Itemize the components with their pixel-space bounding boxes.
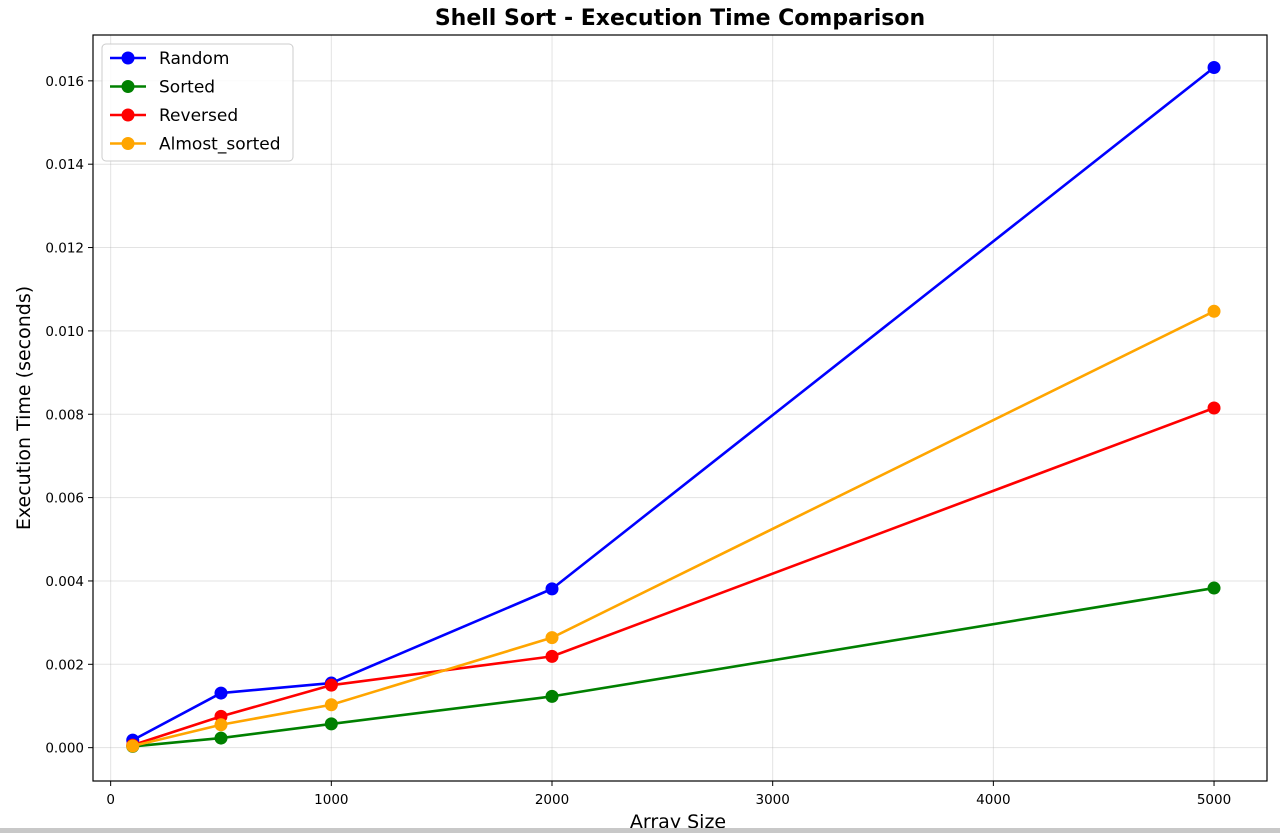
series-line-random [132,66,1215,742]
x-tick-label: 0 [106,792,115,808]
data-point-reversed [1207,401,1221,415]
y-tick-label: 0.016 [45,74,84,90]
legend-label: Almost_sorted [159,135,281,155]
legend-marker [121,137,135,150]
y-tick-label: 0.010 [45,324,84,340]
legend-item-sorted: Sorted [110,78,215,98]
data-point-random [545,582,559,596]
legend-item-random: Random [110,49,229,69]
x-axis-ticks: 0 1000 2000 3000 4000 5000 [106,781,1231,808]
data-point-almost-sorted [1207,304,1221,318]
series-line-almost-sorted [132,310,1215,748]
legend-marker [121,80,135,93]
data-point-almost-sorted [126,739,140,753]
data-point-reversed [545,649,559,663]
x-tick-label: 4000 [976,792,1010,808]
x-tick-label: 5000 [1197,792,1231,808]
plot-area-frame [92,34,1268,782]
data-point-sorted [324,717,338,731]
y-tick-label: 0.002 [45,657,84,673]
series-sorted [126,581,1221,753]
legend-marker [121,51,135,65]
legend-marker [121,108,135,122]
legend: Random Sorted Reversed Almost_sorted [101,43,294,162]
legend-label: Sorted [159,78,215,98]
data-point-random [1207,61,1221,75]
data-point-almost-sorted [214,718,228,732]
legend-item-reversed: Reversed [110,106,238,126]
y-tick-label: 0.012 [45,241,84,257]
x-tick-label: 2000 [535,792,569,808]
chart-title: Shell Sort - Execution Time Comparison [435,6,925,31]
legend-label: Random [159,49,229,69]
y-tick-label: 0.008 [45,407,84,423]
legend-label: Reversed [159,106,238,126]
y-tick-label: 0.004 [45,574,84,590]
series-layer [126,61,1221,753]
data-point-almost-sorted [324,698,338,712]
x-tick-label: 1000 [314,792,348,808]
data-point-almost-sorted [545,631,559,645]
data-point-random [214,686,228,700]
data-point-reversed [324,678,338,692]
y-axis-ticks: 0.000 0.002 0.004 0.006 0.008 0.010 0.012 0.014… [45,74,93,757]
y-tick-label: 0.006 [45,491,84,507]
bottom-border [0,828,1280,833]
data-point-sorted [1207,581,1221,595]
legend-item-almost-sorted: Almost_sorted [110,135,281,155]
x-tick-label: 3000 [756,792,790,808]
y-tick-label: 0.014 [45,157,84,173]
y-tick-label: 0.000 [45,741,84,757]
data-point-sorted [545,689,559,703]
series-almost-sorted [126,304,1221,753]
data-point-sorted [214,731,228,745]
x-axis-label: Array Size [630,811,726,833]
legend-box [101,43,294,162]
y-axis-label: Execution Time (seconds) [13,286,35,530]
